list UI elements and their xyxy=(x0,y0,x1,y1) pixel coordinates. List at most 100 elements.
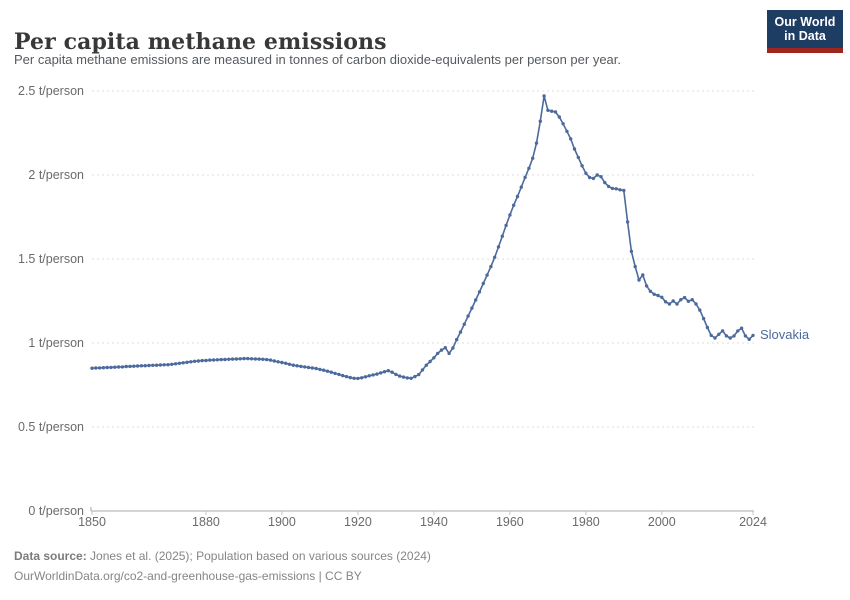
data-point[interactable] xyxy=(504,223,508,228)
data-point[interactable] xyxy=(234,357,239,361)
data-point[interactable] xyxy=(337,372,341,377)
data-point[interactable] xyxy=(249,357,254,361)
data-point[interactable] xyxy=(660,295,664,299)
data-point[interactable] xyxy=(211,358,216,362)
data-point[interactable] xyxy=(587,175,592,180)
data-point[interactable] xyxy=(420,368,425,372)
data-point[interactable] xyxy=(663,300,668,304)
data-point[interactable] xyxy=(614,187,618,191)
data-point[interactable] xyxy=(291,363,295,367)
data-point[interactable] xyxy=(97,366,102,370)
data-point[interactable] xyxy=(352,376,356,380)
data-point[interactable] xyxy=(322,368,326,372)
data-point[interactable] xyxy=(637,278,641,282)
data-point[interactable] xyxy=(306,365,311,370)
data-point[interactable] xyxy=(436,351,440,356)
data-point[interactable] xyxy=(603,180,607,185)
data-point[interactable] xyxy=(287,362,292,366)
data-point[interactable] xyxy=(139,364,144,368)
data-point[interactable] xyxy=(360,376,364,380)
data-point[interactable] xyxy=(428,359,432,364)
data-point[interactable] xyxy=(265,357,269,362)
owid-logo[interactable]: Our World in Data xyxy=(767,10,843,53)
data-point[interactable] xyxy=(466,314,470,318)
data-point[interactable] xyxy=(417,372,421,377)
data-point[interactable] xyxy=(652,292,656,296)
data-point[interactable] xyxy=(569,137,573,141)
data-point[interactable] xyxy=(474,298,478,302)
data-point[interactable] xyxy=(208,358,212,362)
data-point[interactable] xyxy=(709,333,713,338)
data-point[interactable] xyxy=(477,290,482,294)
data-point[interactable] xyxy=(371,373,375,377)
data-point[interactable] xyxy=(648,289,653,293)
data-point[interactable] xyxy=(557,115,561,119)
data-point[interactable] xyxy=(170,362,174,366)
data-point[interactable] xyxy=(675,302,679,306)
data-point[interactable] xyxy=(303,365,307,369)
data-point[interactable] xyxy=(192,359,197,363)
data-point[interactable] xyxy=(341,373,345,378)
data-point[interactable] xyxy=(348,375,352,380)
data-point[interactable] xyxy=(625,220,630,224)
data-point[interactable] xyxy=(356,376,360,381)
data-point[interactable] xyxy=(641,273,645,277)
data-point[interactable] xyxy=(375,372,379,376)
data-point[interactable] xyxy=(690,298,694,302)
data-point[interactable] xyxy=(447,351,451,356)
data-point[interactable] xyxy=(451,346,455,350)
data-point[interactable] xyxy=(105,365,109,370)
data-point[interactable] xyxy=(531,156,535,160)
data-point[interactable] xyxy=(181,361,185,365)
data-point[interactable] xyxy=(701,316,706,321)
data-point[interactable] xyxy=(656,293,660,298)
data-point[interactable] xyxy=(162,363,166,367)
data-point[interactable] xyxy=(329,370,333,374)
data-point[interactable] xyxy=(622,188,626,193)
data-point[interactable] xyxy=(515,194,520,199)
data-point[interactable] xyxy=(713,336,717,340)
data-point[interactable] xyxy=(500,234,504,238)
data-point[interactable] xyxy=(561,122,565,126)
data-point[interactable] xyxy=(124,364,128,369)
data-point[interactable] xyxy=(284,361,288,365)
data-point[interactable] xyxy=(261,357,265,361)
data-point[interactable] xyxy=(196,359,201,363)
data-point[interactable] xyxy=(90,366,94,370)
data-point[interactable] xyxy=(158,363,163,367)
data-point[interactable] xyxy=(314,366,318,371)
data-point[interactable] xyxy=(109,365,113,370)
data-point[interactable] xyxy=(401,375,406,379)
data-point[interactable] xyxy=(705,325,710,330)
data-point[interactable] xyxy=(527,166,531,170)
data-point[interactable] xyxy=(633,264,637,269)
data-point[interactable] xyxy=(189,360,193,364)
data-point[interactable] xyxy=(344,374,349,379)
data-point[interactable] xyxy=(379,371,383,375)
data-point[interactable] xyxy=(154,363,159,367)
data-point[interactable] xyxy=(390,370,394,374)
data-point[interactable] xyxy=(679,298,683,302)
data-point[interactable] xyxy=(246,356,250,361)
data-point[interactable] xyxy=(455,337,459,342)
data-point[interactable] xyxy=(116,365,121,369)
data-point[interactable] xyxy=(751,333,755,338)
data-point[interactable] xyxy=(413,374,417,379)
data-point[interactable] xyxy=(405,376,409,380)
data-point[interactable] xyxy=(720,329,725,333)
data-point[interactable] xyxy=(747,337,751,341)
data-point[interactable] xyxy=(177,361,182,365)
data-point[interactable] xyxy=(546,108,550,113)
data-point[interactable] xyxy=(519,185,523,189)
data-point[interactable] xyxy=(724,334,729,338)
data-point[interactable] xyxy=(215,358,220,362)
data-point[interactable] xyxy=(595,173,599,177)
data-point[interactable] xyxy=(398,374,402,378)
data-point[interactable] xyxy=(584,171,588,175)
data-point[interactable] xyxy=(253,357,258,361)
data-point[interactable] xyxy=(550,109,554,113)
data-point[interactable] xyxy=(382,370,387,374)
data-point[interactable] xyxy=(629,249,634,254)
data-point[interactable] xyxy=(508,213,512,217)
